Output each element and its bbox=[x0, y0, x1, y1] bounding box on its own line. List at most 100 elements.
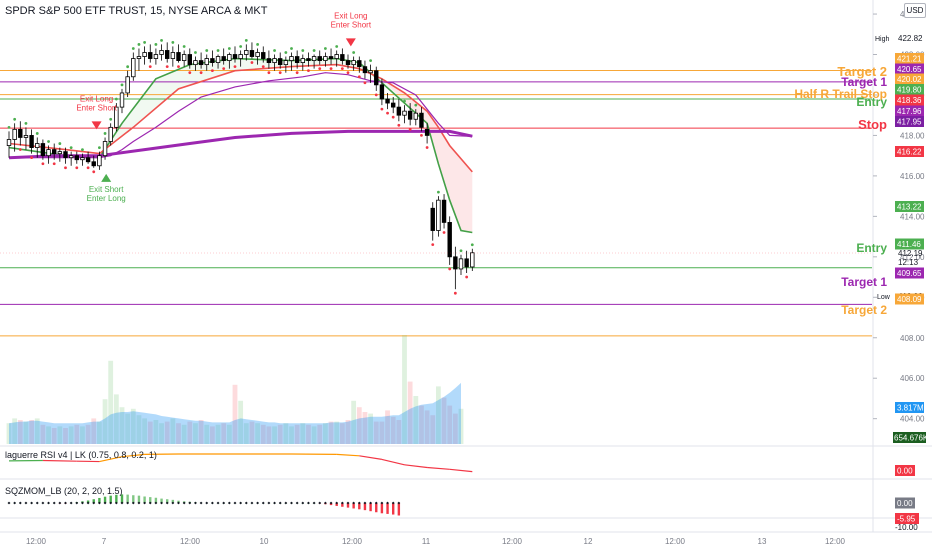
candle-dot bbox=[330, 67, 333, 70]
candle-body bbox=[448, 222, 452, 256]
candle bbox=[171, 41, 175, 67]
candle bbox=[41, 139, 45, 165]
ma-line-baseline bbox=[9, 131, 472, 157]
candle-dot bbox=[104, 132, 107, 135]
candle-body bbox=[352, 61, 356, 65]
high-label: High bbox=[875, 36, 890, 43]
candle-body bbox=[324, 57, 328, 61]
candle-dot bbox=[301, 49, 304, 52]
laguerre-rsi-segment bbox=[405, 465, 428, 468]
candle bbox=[245, 39, 249, 61]
squeeze-dot bbox=[217, 502, 220, 505]
candle-dot bbox=[437, 191, 440, 194]
candle-body bbox=[261, 52, 265, 58]
candle-dot bbox=[358, 75, 361, 78]
candle-body bbox=[369, 71, 373, 73]
candle-body bbox=[199, 61, 203, 65]
candle-body bbox=[239, 55, 243, 59]
candle-dot bbox=[42, 162, 45, 165]
candle-dot bbox=[138, 43, 141, 46]
squeeze-momentum-bar bbox=[398, 503, 400, 515]
candle-body bbox=[30, 135, 34, 147]
candle-dot bbox=[341, 67, 344, 70]
time-axis-label: 12:00 bbox=[180, 537, 201, 546]
price-badge-value: 417.95 bbox=[897, 118, 922, 127]
candle-body bbox=[126, 77, 130, 93]
candle-dot bbox=[296, 71, 299, 74]
candle bbox=[341, 48, 345, 70]
signal-label: Exit Long bbox=[80, 94, 113, 103]
candle-body bbox=[81, 158, 85, 160]
candle-body bbox=[205, 59, 209, 65]
candle-dot bbox=[409, 128, 412, 131]
candle-body bbox=[7, 139, 11, 145]
candle-body bbox=[471, 253, 475, 267]
candle-body bbox=[216, 57, 220, 63]
candle-body bbox=[177, 52, 181, 60]
squeeze-dot bbox=[234, 502, 237, 505]
candle-dot bbox=[443, 231, 446, 234]
squeeze-dot bbox=[318, 502, 321, 505]
candle-dot bbox=[81, 148, 84, 151]
candle-body bbox=[233, 55, 237, 59]
candle bbox=[64, 148, 68, 170]
candle-body bbox=[222, 57, 226, 61]
candle-dot bbox=[160, 39, 163, 42]
candle-body bbox=[408, 111, 412, 119]
candle bbox=[437, 191, 441, 237]
candle-body bbox=[284, 61, 288, 65]
squeeze-dot bbox=[211, 502, 214, 505]
candle-dot bbox=[143, 41, 146, 44]
candle-body bbox=[86, 158, 90, 162]
currency-badge[interactable]: USD bbox=[904, 3, 926, 18]
low-label: Low bbox=[877, 294, 891, 301]
candle-body bbox=[318, 57, 322, 61]
candle-body bbox=[165, 50, 169, 58]
level-label: Entry bbox=[856, 95, 887, 109]
sell-signal-arrow bbox=[346, 38, 356, 46]
signal-label: Exit Long bbox=[334, 11, 367, 20]
candle bbox=[154, 43, 158, 65]
candle-dot bbox=[30, 156, 33, 159]
laguerre-rsi-segment bbox=[337, 454, 360, 455]
sqzmom-zero-value: 0.00 bbox=[897, 499, 913, 508]
candle-dot bbox=[369, 59, 372, 62]
candle-dot bbox=[25, 122, 28, 125]
price-badge-value: 409.65 bbox=[897, 269, 922, 278]
time-axis-label: 12:00 bbox=[342, 537, 363, 546]
candle-dot bbox=[228, 47, 231, 50]
high-value: 422.82 bbox=[898, 34, 923, 43]
price-badge-value: 420.02 bbox=[897, 75, 922, 84]
squeeze-dot bbox=[25, 502, 28, 505]
candle-dot bbox=[414, 104, 417, 107]
squeeze-dot bbox=[239, 502, 242, 505]
candle-dot bbox=[307, 69, 310, 72]
squeeze-dot bbox=[36, 502, 39, 505]
candle-body bbox=[290, 57, 294, 61]
level-label: Target 2 bbox=[841, 303, 887, 317]
candle-dot bbox=[448, 268, 451, 271]
squeeze-dot bbox=[70, 502, 73, 505]
price-badge-value: 411.46 bbox=[897, 240, 921, 249]
candle-body bbox=[132, 59, 136, 77]
level-label: Target 1 bbox=[841, 275, 887, 289]
price-tick-label: 414.00 bbox=[900, 212, 925, 221]
candle-dot bbox=[217, 49, 220, 52]
candle bbox=[30, 129, 34, 159]
candle-dot bbox=[149, 65, 152, 68]
candle-body bbox=[442, 200, 446, 222]
candle bbox=[465, 251, 469, 279]
price-tick-label: 416.00 bbox=[900, 172, 925, 181]
laguerre-rsi-segment bbox=[382, 459, 405, 464]
time-axis-label: 12:00 bbox=[502, 537, 523, 546]
squeeze-dot bbox=[290, 502, 293, 505]
candle-dot bbox=[109, 118, 112, 121]
candle-body bbox=[397, 107, 401, 115]
candle-body bbox=[386, 99, 390, 103]
candle-dot bbox=[364, 81, 367, 84]
candle-body bbox=[245, 50, 249, 54]
candle-body bbox=[148, 52, 152, 58]
price-tick-label: 408.00 bbox=[900, 334, 925, 343]
candle-body bbox=[414, 113, 418, 119]
